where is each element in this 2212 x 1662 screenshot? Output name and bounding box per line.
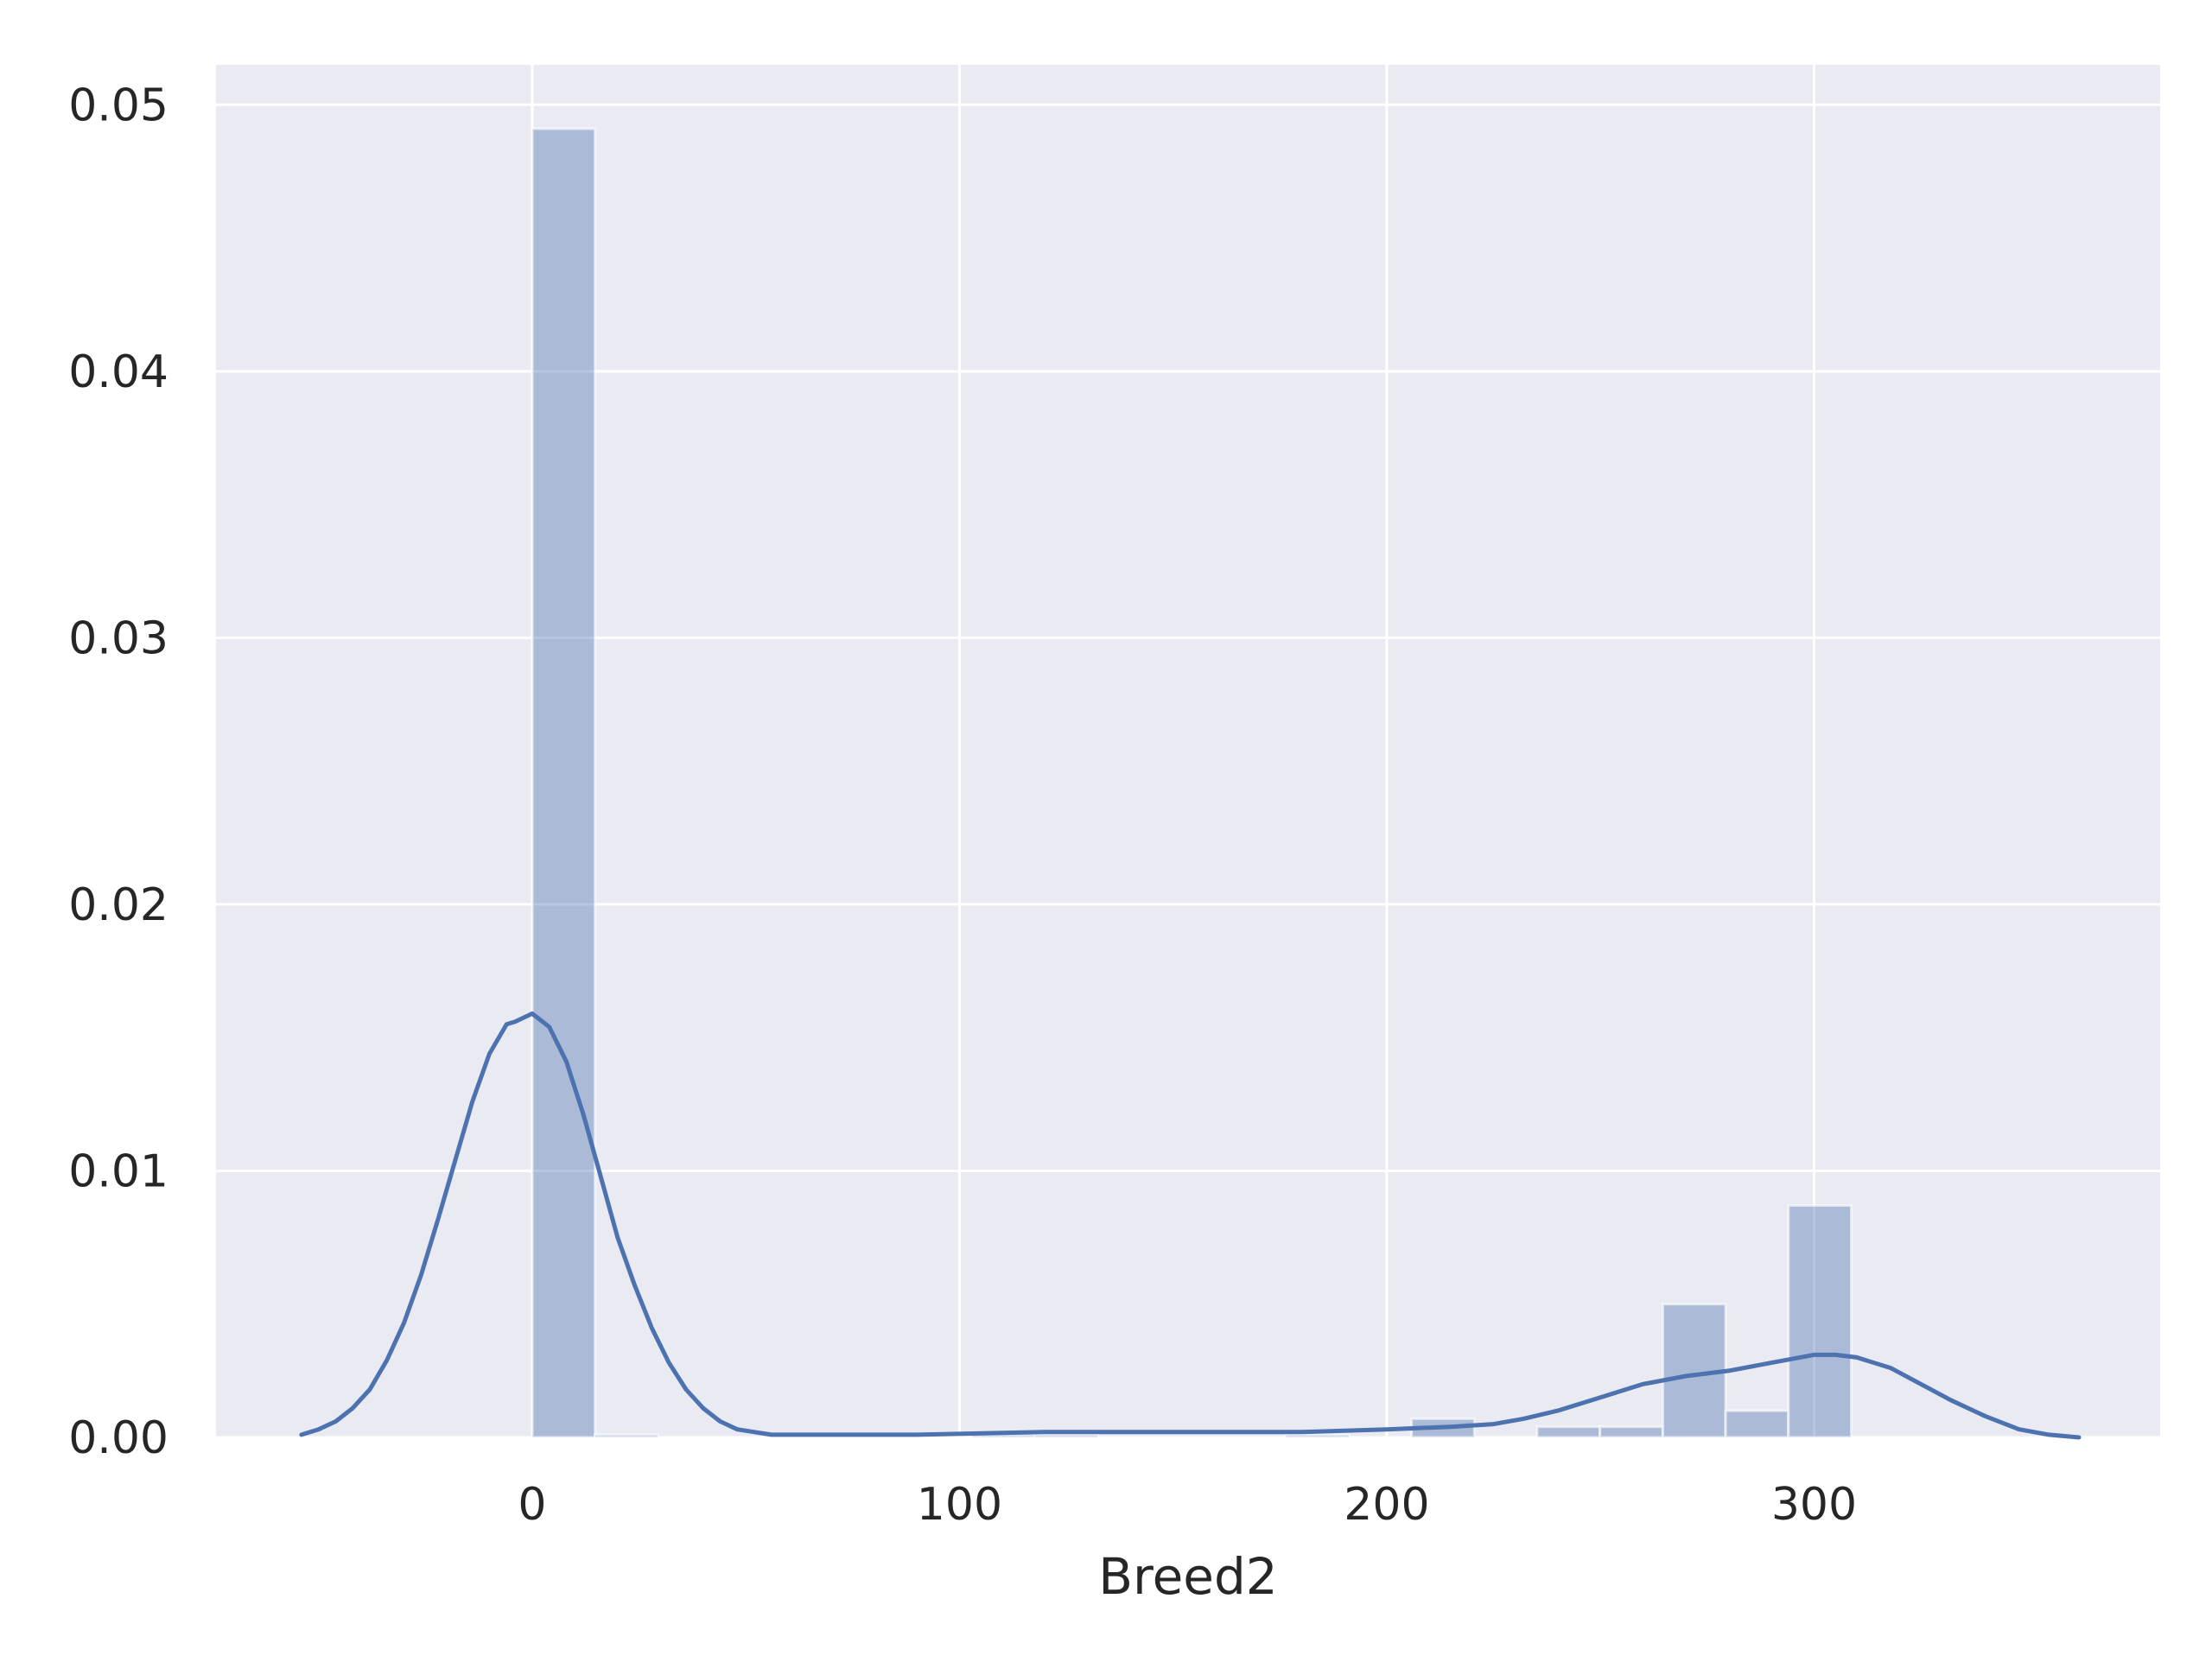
histogram-bar	[1033, 1433, 1099, 1439]
histogram-bar	[1284, 1433, 1351, 1439]
y-tick-labels: 0.00 0.01 0.02 0.03 0.04 0.05	[68, 79, 168, 1464]
histogram-bar	[594, 1433, 659, 1439]
x-tick-label: 200	[1344, 1479, 1429, 1531]
y-tick-label: 0.04	[68, 346, 168, 398]
x-tick-label: 300	[1771, 1479, 1857, 1531]
histogram-bar	[531, 127, 597, 1439]
histogram-bar	[1787, 1204, 1853, 1439]
histogram-bar	[1599, 1425, 1664, 1439]
y-tick-label: 0.03	[68, 612, 168, 664]
y-tick-label: 0.01	[68, 1145, 168, 1197]
kde-line	[299, 1011, 2082, 1440]
histogram-bar	[1535, 1425, 1602, 1439]
x-axis-label: Breed2	[1098, 1547, 1277, 1606]
x-tick-labels: 0 100 200 300	[518, 1479, 1857, 1531]
x-tick-label: 100	[917, 1479, 1002, 1531]
plot-background	[216, 65, 2160, 1437]
y-tick-label: 0.02	[68, 879, 168, 931]
y-tick-label: 0.00	[68, 1412, 168, 1464]
histogram-bar	[1724, 1409, 1790, 1439]
x-tick-label: 0	[518, 1479, 546, 1531]
kde-curve-group	[299, 1011, 2082, 1440]
y-tick-label: 0.05	[68, 79, 168, 131]
